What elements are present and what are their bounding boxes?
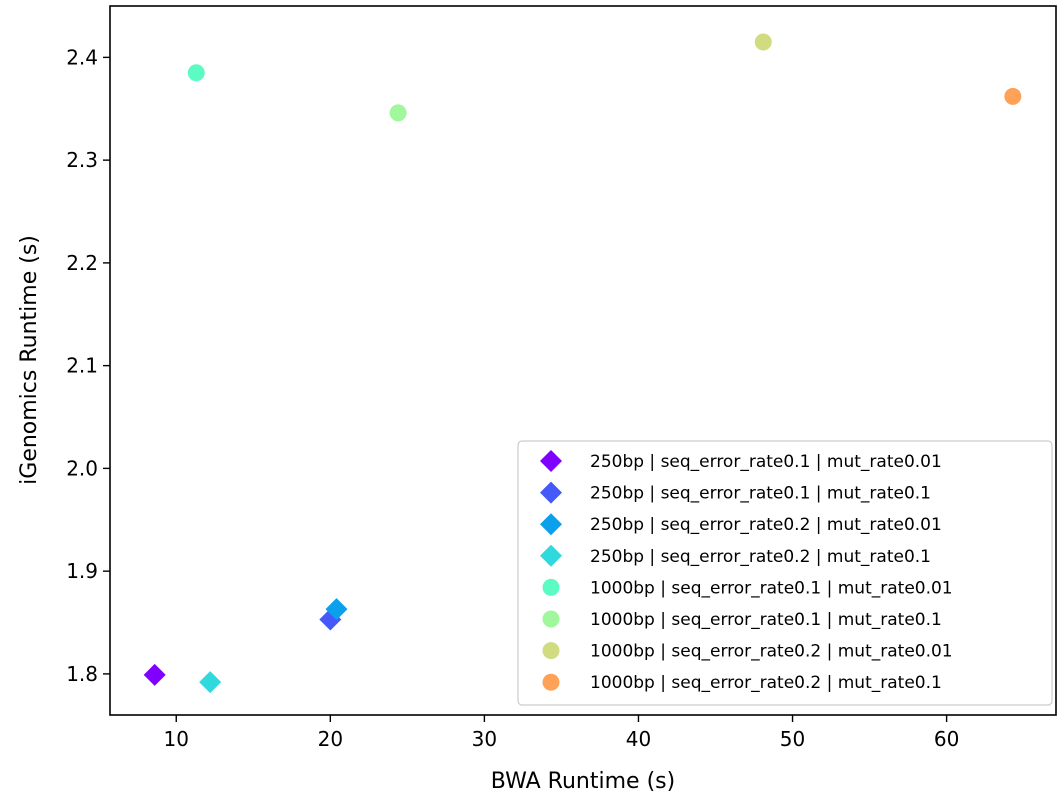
legend-label: 250bp | seq_error_rate0.1 | mut_rate0.01 [590, 452, 942, 472]
x-tick-label: 60 [934, 727, 959, 751]
y-tick-label: 2.1 [66, 354, 98, 378]
data-points [143, 33, 1022, 694]
legend-marker [542, 610, 560, 628]
legend-box [517, 440, 1053, 706]
y-axis-ticks: 1.8 1.9 2.0 2.1 2.2 2.3 2.4 [66, 45, 110, 686]
legend-marker [542, 642, 560, 660]
legend-marker [540, 450, 562, 472]
data-point [187, 64, 205, 82]
legend-label: 1000bp | seq_error_rate0.1 | mut_rate0.0… [590, 578, 953, 598]
y-tick-label: 2.0 [66, 456, 98, 480]
data-point [1004, 87, 1022, 105]
legend-label: 250bp | seq_error_rate0.2 | mut_rate0.01 [590, 515, 942, 535]
x-tick-label: 30 [472, 727, 497, 751]
legend-label: 250bp | seq_error_rate0.1 | mut_rate0.1 [590, 484, 931, 504]
y-tick-label: 2.2 [66, 251, 98, 275]
x-tick-label: 40 [626, 727, 651, 751]
legend-marker [540, 544, 562, 567]
legend-label: 1000bp | seq_error_rate0.2 | mut_rate0.1 [590, 673, 942, 693]
legend-label: 250bp | seq_error_rate0.2 | mut_rate0.1 [590, 547, 931, 567]
x-tick-label: 20 [318, 727, 343, 751]
legend-marker [540, 513, 562, 536]
legend-label: 1000bp | seq_error_rate0.2 | mut_rate0.0… [590, 642, 953, 662]
x-tick-label: 50 [780, 727, 805, 751]
data-point [389, 104, 407, 122]
y-axis-label: iGenomics Runtime (s) [17, 235, 42, 485]
plot-frame [109, 5, 1057, 716]
x-tick-label: 10 [164, 727, 189, 751]
y-tick-label: 1.9 [66, 559, 98, 583]
data-point [325, 598, 348, 621]
legend-marker [542, 578, 560, 596]
legend-label: 1000bp | seq_error_rate0.1 | mut_rate0.1 [590, 610, 942, 630]
data-point [754, 33, 772, 51]
data-point [143, 663, 166, 686]
y-tick-label: 2.4 [66, 45, 98, 69]
y-tick-label: 1.8 [66, 662, 98, 686]
x-axis-ticks: 10 20 30 40 50 60 [164, 715, 959, 751]
data-point [199, 671, 222, 694]
x-axis-label: BWA Runtime (s) [491, 769, 675, 794]
legend: 250bp | seq_error_rate0.1 | mut_rate0.01… [517, 440, 1053, 706]
legend-marker [540, 481, 562, 504]
y-tick-label: 2.3 [66, 148, 98, 172]
legend-marker [542, 673, 560, 691]
